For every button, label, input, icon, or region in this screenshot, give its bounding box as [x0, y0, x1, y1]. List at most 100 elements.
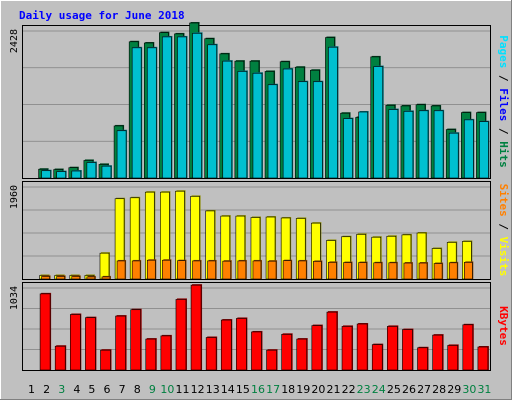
bar-files: [373, 65, 384, 179]
bar-sites: [101, 275, 111, 280]
bar-sites: [464, 261, 474, 280]
bar-kbytes: [447, 344, 459, 371]
bar-files: [418, 109, 430, 179]
bar-kbytes: [100, 349, 112, 371]
bar-sites: [313, 260, 323, 280]
bar-kbytes: [371, 343, 384, 371]
bar-sites: [207, 259, 217, 280]
bar-sites: [403, 262, 413, 280]
bar-files: [41, 169, 52, 179]
bar-sites: [162, 259, 172, 280]
bar-sites: [358, 261, 368, 280]
bar-files: [222, 60, 233, 179]
chart-panels: 2428 Pages / Files / Hits 1960 Sites / Visi…: [9, 22, 510, 371]
y-max-label: 1034: [9, 286, 20, 310]
bar-files: [448, 132, 460, 179]
legend-separator: /: [497, 217, 510, 237]
panel-top: 2428 Pages / Files / Hits: [9, 22, 510, 179]
bar-sites: [388, 261, 398, 280]
bar-sites: [41, 275, 51, 280]
bar-files: [177, 35, 188, 179]
bar-files: [297, 80, 309, 179]
bar-files: [479, 120, 490, 179]
day-axis-labels: 1 2 3 4 5 6 7 8 9 10 11 12 13 14 15 16 17 18 19 20 21 22 23 24 2…: [28, 383, 491, 396]
bar-kbytes: [251, 330, 263, 371]
panel-middle: 1960 Sites / Visits: [9, 181, 510, 280]
bar-files: [282, 68, 294, 179]
day-label: 12: [191, 383, 205, 396]
bar-sites: [343, 261, 353, 280]
bar-kbytes: [417, 346, 429, 371]
bar-kbytes: [341, 325, 354, 371]
day-label: 22: [342, 383, 356, 396]
bar-kbytes: [145, 338, 157, 371]
bar-sites: [56, 275, 66, 280]
day-label: 19: [296, 383, 310, 396]
bar-sites: [222, 260, 232, 280]
bar-sites: [71, 275, 81, 280]
legend-kbytes: KBytes: [497, 306, 510, 346]
bar-sites: [433, 262, 444, 280]
bar-files: [146, 46, 158, 179]
bar-sites: [131, 259, 142, 280]
bar-files: [162, 35, 173, 179]
bar-kbytes: [69, 313, 82, 371]
bar-files: [86, 161, 97, 179]
bar-kbytes: [296, 338, 308, 371]
chart-title: Daily usage for June 2018: [19, 9, 185, 22]
bar-sites: [237, 259, 247, 280]
day-label: 20: [311, 383, 325, 396]
bar-sites: [282, 259, 293, 280]
bar-files: [131, 46, 143, 179]
bar-sites: [192, 259, 202, 280]
day-label: 6: [104, 383, 111, 396]
bar-files: [71, 170, 82, 179]
bar-files: [328, 46, 339, 179]
legend-hits: Hits: [497, 141, 510, 168]
bar-sites: [418, 262, 429, 280]
bar-kbytes: [236, 317, 248, 371]
bar-kbytes: [175, 298, 187, 371]
bar-files: [388, 108, 399, 179]
legend-files: Files: [497, 88, 510, 121]
bar-files: [464, 118, 475, 179]
bar-files: [433, 109, 445, 179]
bar-kbytes: [85, 316, 97, 371]
bar-kbytes: [220, 319, 233, 371]
day-label: 18: [281, 383, 295, 396]
day-label: 26: [402, 383, 416, 396]
bar-sites: [146, 259, 157, 280]
day-label: 31: [477, 383, 491, 396]
bar-sites: [297, 259, 308, 280]
bar-kbytes: [462, 323, 474, 371]
bar-kbytes: [356, 323, 369, 371]
day-label: 24: [372, 383, 386, 396]
bar-kbytes: [387, 325, 399, 371]
legend-visits: Visits: [497, 237, 510, 277]
day-label: 27: [417, 383, 431, 396]
bar-files: [252, 72, 263, 179]
bar-sites: [373, 261, 383, 280]
bar-files: [192, 32, 203, 179]
bar-sites: [267, 260, 278, 280]
day-label: 2: [43, 383, 50, 396]
legend-pages: Pages: [497, 35, 510, 68]
panel-bottom: 1034 KBytes: [9, 282, 510, 371]
day-label: 8: [134, 383, 141, 396]
bar-kbytes: [205, 336, 218, 371]
day-label: 28: [432, 383, 446, 396]
bar-files: [101, 165, 112, 179]
day-label: 9: [149, 383, 156, 396]
bar-kbytes: [432, 334, 444, 371]
day-label: 15: [236, 383, 250, 396]
day-label: 7: [119, 383, 126, 396]
bar-files: [403, 110, 414, 179]
day-label: 16: [251, 383, 265, 396]
bar-sites: [86, 275, 96, 280]
day-label: 5: [88, 383, 95, 396]
day-label: 30: [462, 383, 476, 396]
panel-legend-middle: Sites / Visits: [497, 184, 510, 277]
bar-sites: [177, 259, 187, 280]
bar-files: [343, 117, 354, 179]
